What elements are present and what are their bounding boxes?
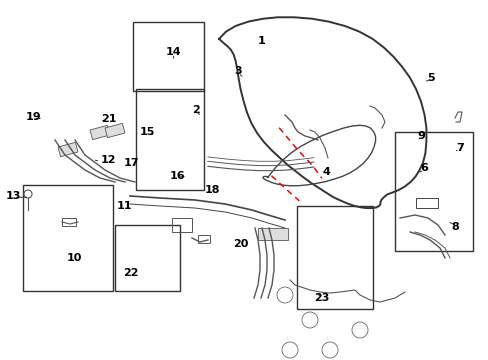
Bar — [297, 206, 372, 309]
Text: 4: 4 — [322, 167, 330, 177]
Text: 1: 1 — [257, 36, 265, 46]
Bar — [258, 228, 287, 240]
Text: 5: 5 — [427, 73, 434, 84]
Bar — [198, 235, 209, 243]
Text: 18: 18 — [204, 185, 220, 195]
Text: 7: 7 — [455, 143, 463, 153]
Text: 20: 20 — [232, 239, 248, 249]
Text: 11: 11 — [117, 201, 132, 211]
Bar — [394, 132, 472, 251]
Bar — [90, 125, 110, 140]
Text: 23: 23 — [313, 293, 329, 303]
Bar — [133, 22, 204, 91]
Text: 10: 10 — [66, 253, 82, 264]
Bar — [115, 225, 180, 291]
Bar — [23, 185, 113, 291]
Text: 3: 3 — [234, 66, 242, 76]
Text: 12: 12 — [101, 155, 116, 165]
Text: 6: 6 — [420, 163, 427, 174]
Text: 2: 2 — [191, 105, 199, 115]
Text: 21: 21 — [101, 114, 116, 124]
Bar — [58, 142, 78, 157]
Text: 16: 16 — [169, 171, 184, 181]
Text: 14: 14 — [165, 47, 181, 57]
Text: 9: 9 — [417, 131, 425, 141]
Bar — [62, 218, 76, 226]
Bar — [415, 198, 437, 208]
Text: 8: 8 — [450, 222, 458, 232]
Text: 17: 17 — [123, 158, 139, 168]
Text: 19: 19 — [25, 112, 41, 122]
Bar — [136, 89, 204, 190]
Text: 15: 15 — [140, 127, 155, 138]
Bar — [105, 123, 125, 138]
Text: 22: 22 — [123, 268, 139, 278]
Bar — [172, 218, 192, 232]
Text: 13: 13 — [6, 191, 21, 201]
